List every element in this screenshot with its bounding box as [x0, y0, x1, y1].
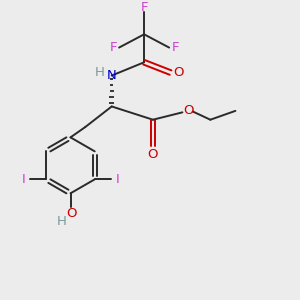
Text: O: O [148, 148, 158, 161]
Text: N: N [107, 69, 117, 82]
Text: H: H [57, 215, 67, 228]
Text: O: O [184, 104, 194, 117]
Text: O: O [174, 66, 184, 79]
Text: I: I [116, 173, 120, 186]
Text: F: F [110, 41, 117, 54]
Text: I: I [21, 173, 25, 186]
Text: F: F [140, 1, 148, 14]
Text: H: H [94, 65, 104, 79]
Text: O: O [67, 207, 77, 220]
Text: F: F [171, 41, 179, 54]
